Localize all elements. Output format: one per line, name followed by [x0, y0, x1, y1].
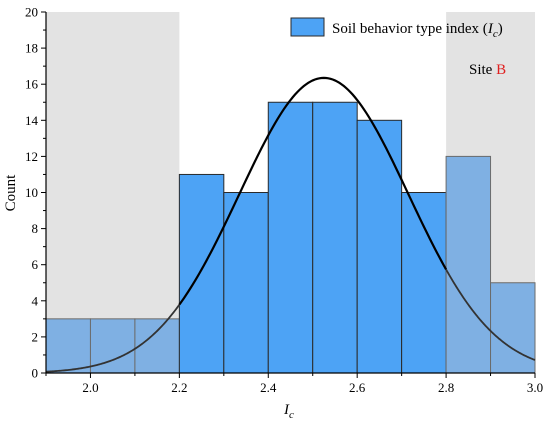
ticks: 0 2 4 6 8 10 12 14 16 18 20 2.0 2.2 2.4 2.6 2.8 3.0	[25, 5, 543, 396]
y-tick-label-7: 14	[25, 113, 39, 128]
fit-curve-left	[45, 304, 181, 373]
legend-label-sub: c	[493, 28, 498, 40]
histogram-bar-8	[401, 192, 447, 374]
legend: Soil behavior type index (Ic)	[290, 17, 503, 40]
histogram-bar-4	[223, 192, 269, 374]
site-annotation-text: Site	[469, 62, 496, 78]
histogram-bar-7	[356, 119, 403, 374]
site-annotation-highlight: B	[496, 62, 506, 78]
y-axis-title: Count	[3, 174, 19, 212]
y-tick-label-6: 12	[25, 149, 38, 164]
histogram-bar-0	[45, 318, 91, 374]
y-tick-label-1: 2	[32, 329, 39, 344]
x-axis-title: Ic	[283, 402, 294, 421]
histogram-bar-2	[134, 318, 180, 374]
legend-label: Soil behavior type index (Ic)	[332, 21, 503, 40]
x-tick-label-5: 3.0	[527, 380, 543, 395]
site-annotation: Site B	[469, 62, 506, 78]
fit-curve-right	[445, 269, 536, 361]
x-tick-label-2: 2.4	[260, 380, 277, 395]
histogram-bar-5	[267, 101, 314, 374]
x-tick-label-3: 2.6	[349, 380, 366, 395]
x-tick-label-1: 2.2	[171, 380, 187, 395]
x-axis-title-sub: c	[289, 409, 294, 421]
x-tick-label-4: 2.8	[438, 380, 454, 395]
x-tick-label-0: 2.0	[82, 380, 98, 395]
fit-curve-center	[178, 76, 448, 306]
histogram-bar-3	[178, 173, 225, 374]
legend-label-prefix: Soil behavior type index (	[332, 21, 488, 37]
y-tick-label-5: 10	[25, 185, 38, 200]
histogram-bar-9	[445, 155, 492, 374]
histogram-bar-10	[490, 282, 536, 374]
normal-fit-curve	[45, 76, 536, 373]
y-tick-label-4: 8	[32, 221, 39, 236]
shaded-region-0	[46, 12, 180, 373]
y-tick-label-2: 4	[32, 293, 39, 308]
y-tick-label-10: 20	[25, 5, 38, 20]
histogram-bar-6	[312, 101, 358, 374]
x-axis-title-var: I	[283, 402, 290, 418]
y-tick-label-0: 0	[32, 366, 39, 381]
y-tick-label-3: 6	[32, 257, 39, 272]
legend-swatch	[290, 17, 325, 37]
y-tick-label-8: 16	[25, 77, 39, 92]
legend-label-var: I	[487, 21, 494, 37]
y-tick-label-9: 18	[25, 41, 38, 56]
legend-label-suffix: )	[498, 21, 503, 37]
